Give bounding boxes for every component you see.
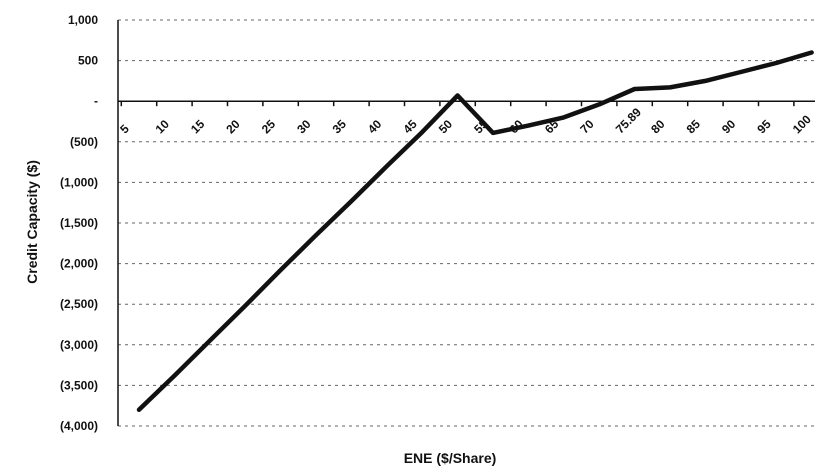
x-tick-label: 20 (223, 117, 243, 137)
y-axis-title: Credit Capacity ($) (24, 160, 40, 284)
x-tick-label: 45 (400, 117, 420, 137)
x-tick-label: 75.89 (613, 105, 644, 136)
x-tick-label: 5 (117, 121, 132, 136)
series-line (136, 50, 814, 413)
x-tick-label: 15 (188, 117, 208, 137)
y-tick-label: (500) (70, 135, 98, 149)
y-tick-label: (3,000) (60, 338, 98, 352)
y-tick-label: (3,500) (60, 378, 98, 392)
x-tick-label: 40 (365, 117, 385, 137)
x-tick-label: 10 (153, 117, 173, 137)
x-tick-label: 50 (436, 117, 456, 137)
x-tick-label: 80 (648, 117, 668, 137)
y-tick-label: (1,000) (60, 175, 98, 189)
x-tick-label: 95 (754, 117, 774, 137)
y-tick-labels: 1,000 500 - (500) (1,000) (1,500) (2,000) (2,50… (60, 13, 98, 433)
x-tick-label: 100 (790, 112, 814, 136)
series-layer (136, 50, 814, 413)
y-tick-label: 1,000 (68, 13, 98, 27)
x-tick-label: 25 (259, 117, 279, 137)
x-axis-title: ENE ($/Share) (404, 450, 497, 466)
y-tick-label: (2,500) (60, 297, 98, 311)
x-tick-label: 30 (294, 117, 314, 137)
y-tick-label: (2,000) (60, 257, 98, 271)
y-tick-label: - (94, 94, 98, 108)
x-tick-label: 90 (719, 117, 739, 137)
y-tick-label: (1,500) (60, 216, 98, 230)
y-tick-label: (4,000) (60, 419, 98, 433)
y-tick-label: 500 (78, 54, 98, 68)
x-tick-label: 35 (330, 117, 350, 137)
axes (117, 20, 815, 426)
x-tick-labels: 5 10 15 20 25 30 35 40 45 50 55 60 65 70 75.89 80 85 90 95… (117, 105, 814, 136)
x-tick-label: 85 (684, 117, 704, 137)
x-tick-label: 70 (577, 117, 597, 137)
